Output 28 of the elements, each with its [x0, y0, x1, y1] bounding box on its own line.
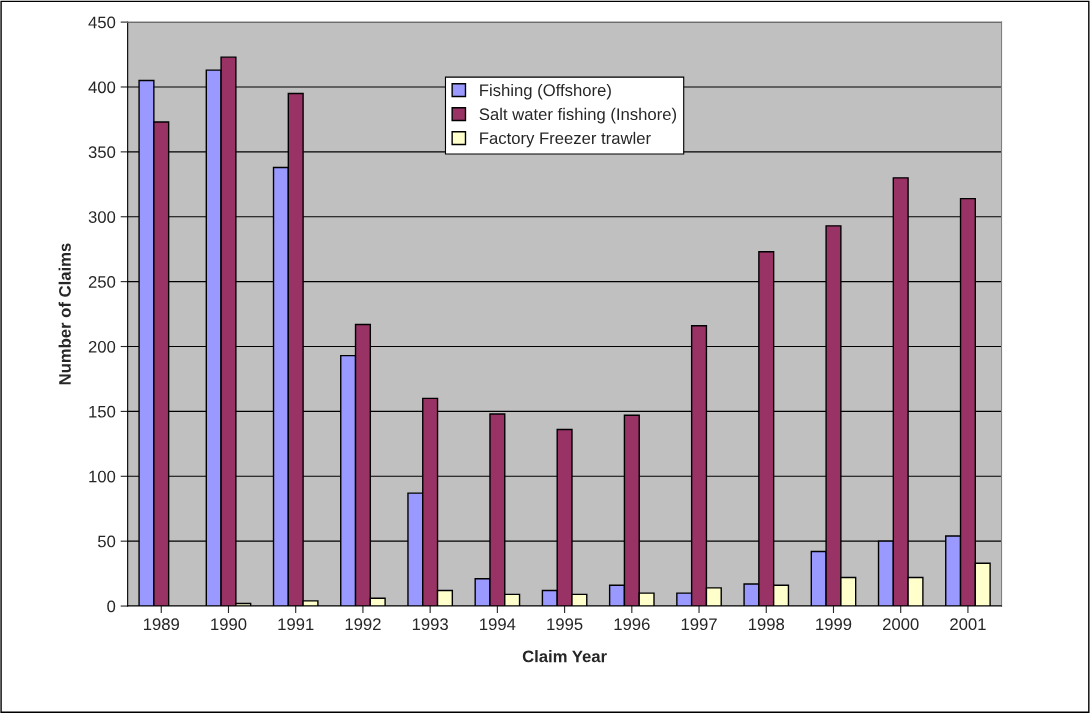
y-tick-label: 450 — [88, 16, 116, 29]
legend-label: Factory Freezer trawler — [480, 131, 651, 148]
y-tick-label: 0 — [107, 600, 116, 613]
x-tick-label: 1997 — [681, 618, 717, 631]
x-tick-label: 1992 — [345, 618, 381, 631]
y-tick-label: 350 — [88, 146, 116, 159]
x-tick-label: 1998 — [748, 618, 785, 631]
y-axis-title: Number of Claims — [58, 243, 71, 385]
x-tick-label: 1990 — [211, 618, 247, 631]
x-tick-label: 1999 — [816, 618, 852, 631]
x-tick-label: 1991 — [278, 618, 314, 631]
x-tick-label: 2000 — [883, 618, 919, 631]
x-tick-label: 2001 — [950, 618, 986, 631]
x-tick-label: 1993 — [412, 618, 448, 631]
y-tick-label: 400 — [88, 81, 116, 94]
y-tick-label: 150 — [89, 405, 116, 418]
x-tick-label: 1989 — [143, 618, 180, 631]
y-tick-label: 300 — [88, 211, 116, 223]
legend-label: Fishing (Offshore) — [480, 83, 611, 100]
y-tick-label: 200 — [88, 340, 116, 353]
y-tick-label: 250 — [88, 276, 116, 288]
x-tick-label: 1995 — [547, 618, 583, 631]
legend-label: Salt water fishing (Inshore) — [479, 107, 677, 124]
y-tick-label: 50 — [97, 535, 116, 548]
x-tick-label: 1996 — [614, 618, 650, 631]
x-tick-label: 1994 — [480, 618, 516, 631]
x-axis-title: Claim Year — [522, 650, 607, 663]
y-tick-label: 100 — [89, 470, 116, 483]
